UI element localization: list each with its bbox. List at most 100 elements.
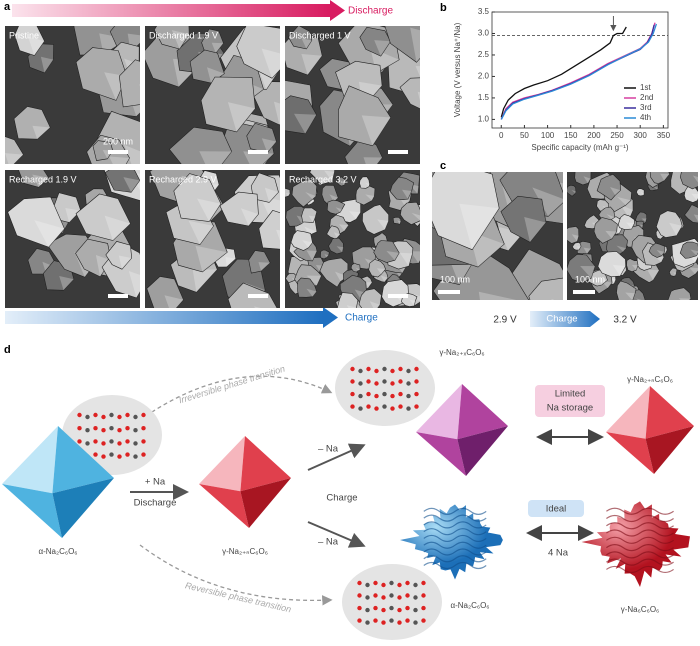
- particle-facet: [606, 214, 615, 220]
- x-tick-label: 300: [634, 131, 648, 140]
- series-line: [500, 24, 655, 120]
- particle: [574, 172, 592, 186]
- particle-facet: [377, 219, 389, 230]
- particle-facet: [399, 197, 410, 207]
- particle-facet: [673, 272, 677, 276]
- atom: [93, 426, 98, 431]
- particle: [384, 26, 420, 63]
- particle-facet: [415, 66, 420, 77]
- arrow-label: 4 Na: [548, 548, 569, 559]
- particle-facet: [411, 212, 420, 221]
- reaction-arrow: [307, 443, 366, 471]
- particle: [679, 241, 698, 259]
- particle: [219, 191, 259, 227]
- particle-facet: [65, 208, 81, 223]
- charge-arrow: [5, 311, 323, 324]
- particle-facet: [188, 220, 214, 245]
- crystal-face: [645, 386, 694, 439]
- crystal-ridge: [606, 529, 674, 537]
- particle: [500, 195, 547, 243]
- transition-label: Irreversible phase transition: [177, 363, 286, 405]
- arrow-head: [330, 0, 345, 21]
- crystal-ridge: [423, 528, 487, 536]
- particle: [432, 241, 530, 300]
- particle-facet: [386, 251, 400, 261]
- structure-bubble: [342, 564, 442, 640]
- particle: [572, 242, 582, 251]
- image-caption: Recharged 2.9 V: [149, 174, 217, 184]
- atom: [125, 412, 130, 418]
- atom: [406, 406, 411, 411]
- discharge-arrow: [12, 4, 330, 17]
- particle-facet: [28, 36, 45, 56]
- atom: [398, 379, 403, 384]
- crystal-face: [199, 484, 249, 528]
- species-label: γ-Na₂₊ₓC₆O₆: [439, 348, 484, 357]
- particle: [105, 241, 133, 270]
- particle-facet: [211, 42, 224, 54]
- y-tick-label: 1.5: [478, 93, 490, 102]
- atom: [398, 366, 403, 372]
- particle: [684, 204, 698, 224]
- particle-facet: [123, 177, 140, 193]
- particle: [392, 216, 402, 225]
- particle-facet: [5, 153, 24, 164]
- crystal-ridge: [423, 514, 487, 522]
- particle: [683, 184, 698, 203]
- particle: [236, 26, 280, 79]
- arrow-label: Discharge: [348, 6, 393, 17]
- atom: [357, 580, 362, 586]
- atom: [406, 368, 411, 374]
- particle-facet: [324, 170, 335, 182]
- series-line: [500, 26, 627, 118]
- particle: [7, 196, 65, 248]
- arrow-head: [323, 307, 338, 328]
- series-line: [500, 22, 656, 120]
- particle: [309, 170, 335, 185]
- particle-facet: [363, 157, 383, 164]
- y-tick-label: 2.0: [478, 72, 490, 81]
- atom: [350, 379, 355, 384]
- atom: [125, 439, 130, 444]
- particle-facet: [346, 305, 357, 308]
- particle-facet: [324, 254, 329, 258]
- x-tick-label: 250: [610, 131, 624, 140]
- limited-box: [535, 385, 605, 417]
- particle-facet: [335, 207, 342, 213]
- particle-facet: [620, 204, 634, 219]
- particle-facet: [626, 222, 635, 229]
- particle-facet: [417, 91, 420, 101]
- atom: [421, 605, 426, 611]
- arrow-label: – Na: [318, 537, 339, 548]
- atom: [365, 620, 370, 625]
- particle-facet: [641, 218, 647, 223]
- atom: [390, 406, 395, 411]
- atom: [381, 620, 386, 625]
- atom: [405, 605, 410, 611]
- particle-facet: [397, 220, 401, 225]
- atom: [397, 582, 402, 588]
- particle-facet: [410, 251, 420, 264]
- particle-facet: [551, 298, 555, 300]
- transition-arrow: [139, 544, 333, 606]
- particle: [14, 26, 45, 56]
- particle-facet: [254, 306, 261, 308]
- atom: [93, 452, 98, 457]
- atom: [414, 391, 419, 397]
- atom: [389, 605, 394, 611]
- panel-label: b: [440, 2, 447, 14]
- particle-facet: [369, 301, 381, 308]
- legend-label: 2nd: [640, 93, 653, 102]
- particle-facet: [656, 250, 665, 256]
- particle: [399, 77, 420, 110]
- particle: [528, 277, 563, 300]
- particle-facet: [197, 198, 221, 222]
- atom: [406, 393, 411, 399]
- particle-facet: [304, 226, 317, 235]
- particle-facet: [335, 271, 348, 282]
- particle: [567, 184, 577, 197]
- image-caption: Recharged 3.2 V: [289, 174, 357, 184]
- atom: [350, 404, 355, 409]
- particle-facet: [478, 291, 517, 300]
- particle-facet: [285, 193, 291, 197]
